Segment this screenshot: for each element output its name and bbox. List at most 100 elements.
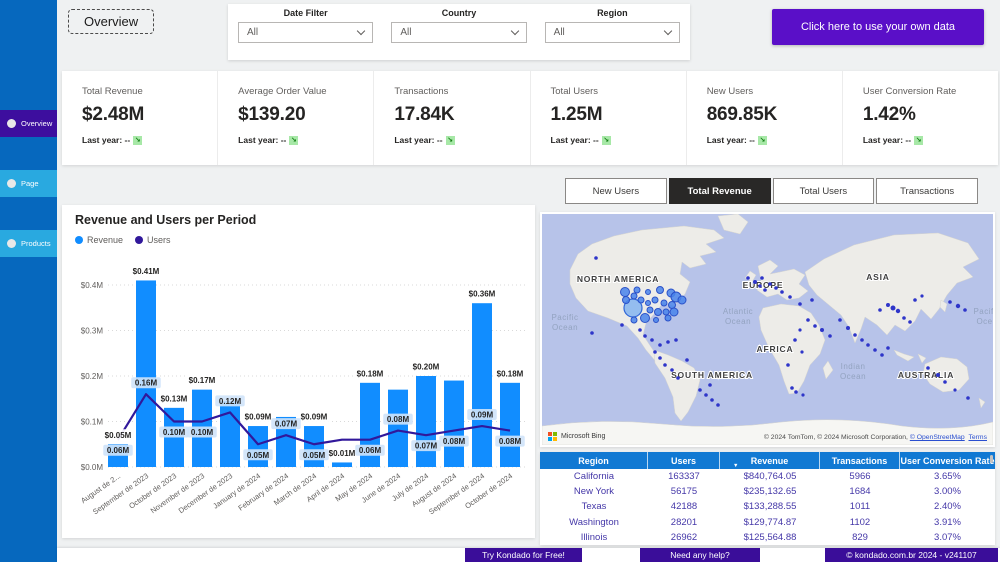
revenue-bar[interactable] [444,380,464,467]
table-row[interactable]: California 163337 $840,764.05 5966 3.65% [540,469,995,484]
map-bubble[interactable] [677,295,687,305]
revenue-bar[interactable] [136,280,156,467]
tab-new-users[interactable]: New Users [565,178,667,204]
country-dropdown[interactable]: All [391,22,527,43]
map-bubble[interactable] [943,380,947,384]
map-bubble[interactable] [806,318,810,322]
kpi-card-total-users[interactable]: Total Users 1.25M Last year: -- ↘ [529,71,686,165]
map-bubble[interactable] [763,288,767,292]
map-bubble[interactable] [656,286,664,294]
map-bubble[interactable] [786,363,790,367]
map-bubble[interactable] [788,295,792,299]
map-bubble[interactable] [645,289,651,295]
page-title[interactable]: Overview [68,9,155,34]
map-bubble[interactable] [774,286,778,290]
map-bubble[interactable] [622,296,630,304]
sidebar-item-products[interactable]: Products [0,230,57,257]
map-bubble[interactable] [590,331,594,335]
map-bubble[interactable] [780,290,784,294]
map-bubble[interactable] [890,305,896,311]
map-bubble[interactable] [758,284,762,288]
table-row[interactable]: Texas 42188 $133,288.55 1011 2.40% [540,499,995,514]
kpi-card-average-order-value[interactable]: Average Order Value $139.20 Last year: -- ↘ [217,71,373,165]
map-bubble[interactable] [813,324,817,328]
map-bubble[interactable] [685,358,689,362]
revenue-bar[interactable] [388,389,408,467]
map-bubble[interactable] [902,316,906,320]
map-bubble[interactable] [955,303,961,309]
map-bubble[interactable] [810,298,814,302]
kpi-card-user-conversion-rate[interactable]: User Conversion Rate 1.42% Last year: -- ↘ [841,71,998,165]
kpi-card-new-users[interactable]: New Users 869.85K Last year: -- ↘ [685,71,842,165]
map-bubble[interactable] [637,296,645,304]
revenue-bar[interactable] [220,401,240,467]
map-bubble[interactable] [936,373,940,377]
map-bubble[interactable] [638,328,642,332]
world-map[interactable]: NORTH AMERICA EUROPE ASIA AFRICA SOUTH AMERI… [542,214,993,445]
column-header-transactions[interactable]: Transactions [820,452,900,469]
map-bubble[interactable] [853,333,857,337]
legend-item-revenue[interactable]: Revenue [75,235,123,245]
map-bubble[interactable] [846,326,850,330]
users-line[interactable] [117,393,511,446]
revenue-bar[interactable] [416,376,436,467]
map-bubble[interactable] [698,388,702,392]
kpi-card-total-revenue[interactable]: Total Revenue $2.48M Last year: -- ↘ [62,71,217,165]
table-row[interactable]: Washington 28201 $129,774.87 1102 3.91% [540,515,995,530]
column-header-revenue[interactable]: Revenue ▼ [720,452,820,469]
table-scrollbar[interactable] [990,455,993,463]
kpi-card-transactions[interactable]: Transactions 17.84K Last year: -- ↘ [373,71,529,165]
map-bubble[interactable] [801,393,805,397]
map-bubble[interactable] [820,328,824,332]
table-row[interactable]: Illinois 26962 $125,564.88 829 3.07% [540,530,995,545]
map-bubble[interactable] [670,368,674,372]
map-bubble[interactable] [704,393,708,397]
revenue-bar[interactable] [248,426,268,467]
microsoft-bing-logo[interactable]: Microsoft Bing [548,432,605,441]
column-header-user-conversion-rate[interactable]: User Conversion Rate [900,455,995,466]
map-bubble[interactable] [860,338,864,342]
try-kondado-button[interactable]: Try Kondado for Free! [465,548,582,562]
map-bubble[interactable] [664,314,672,322]
map-bubble[interactable] [663,363,667,367]
map-bubble[interactable] [913,298,917,302]
map-bubble[interactable] [716,403,720,407]
map-bubble[interactable] [666,340,670,344]
map-bubble[interactable] [654,308,662,316]
map-bubble[interactable] [746,276,750,280]
map-bubble[interactable] [798,328,802,332]
map-bubble[interactable] [966,396,970,400]
map-bubble[interactable] [798,302,802,306]
map-bubble[interactable] [753,280,757,284]
map-bubble[interactable] [708,383,712,387]
map-bubble[interactable] [620,323,624,327]
map-bubble[interactable] [674,338,678,342]
map-bubble[interactable] [878,308,882,312]
map-bubble[interactable] [794,390,798,394]
map-bubble[interactable] [926,366,930,370]
date-filter-dropdown[interactable]: All [238,22,374,43]
map-bubble[interactable] [645,300,651,306]
map-bubble[interactable] [633,286,641,294]
map-bubble[interactable] [953,388,957,392]
map-bubble[interactable] [793,338,797,342]
tab-transactions[interactable]: Transactions [876,178,978,204]
tab-total-revenue[interactable]: Total Revenue [668,178,771,204]
map-bubble[interactable] [620,287,630,297]
map-bubble[interactable] [650,338,654,342]
map-bubble[interactable] [948,300,952,304]
map-bubble[interactable] [873,348,877,352]
openstreetmap-link[interactable]: © OpenStreetMap [909,434,965,441]
map-bubble[interactable] [662,308,670,316]
map-bubble[interactable] [963,308,967,312]
map-bubble[interactable] [790,386,794,390]
tab-total-users[interactable]: Total Users [772,178,875,204]
column-header-region[interactable]: Region [540,452,648,469]
map-bubble[interactable] [866,343,870,347]
map-bubble[interactable] [828,334,832,338]
use-own-data-button[interactable]: Click here to use your own data [772,9,984,45]
terms-link[interactable]: Terms [968,434,987,441]
map-bubble[interactable] [676,376,680,380]
map-bubble[interactable] [630,316,638,324]
revenue-bar[interactable] [276,416,296,467]
